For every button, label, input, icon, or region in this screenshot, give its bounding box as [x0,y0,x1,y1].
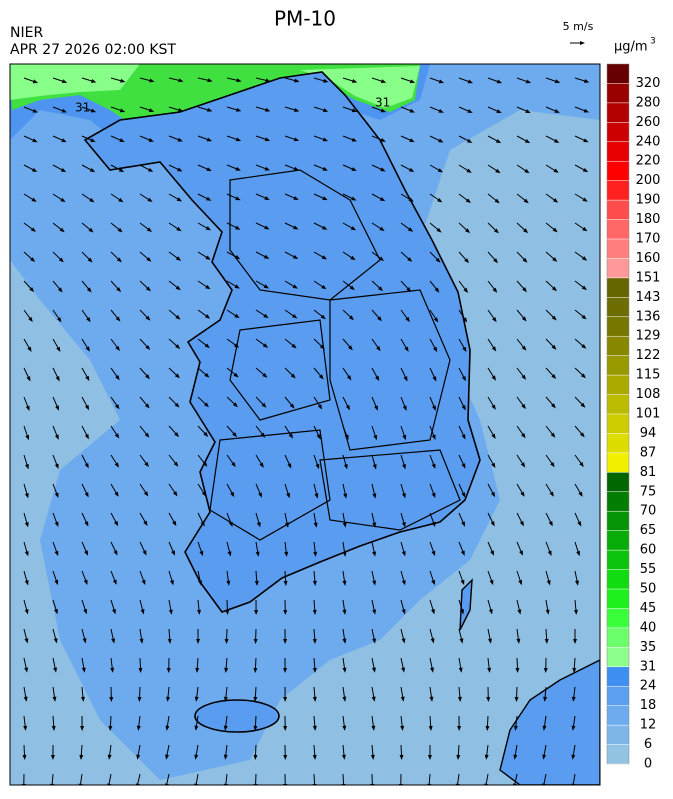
legend-label: 40 [640,620,657,635]
legend-swatch [607,647,629,666]
legend-label: 50 [640,582,657,597]
legend-swatch [607,492,629,511]
wind-arrowhead [107,783,111,788]
contour-label: 31 [375,96,390,110]
legend-label: 87 [640,445,657,460]
legend-swatch [607,472,629,491]
legend-swatch [607,356,629,375]
legend-swatch [607,258,629,277]
legend-label: 180 [636,212,661,227]
legend-label: 31 [640,659,657,674]
legend-label: 280 [636,95,661,110]
legend-unit: μg/m [614,40,648,55]
legend-label: 60 [640,543,657,558]
legend-swatch [607,200,629,219]
legend: 0 6 12 18 24 31 35 40 45 50 55 60 65 70 75 81 87 94 101 108… [607,64,660,772]
legend-swatch [607,220,629,239]
wind-arrowhead [224,784,228,789]
legend-swatch [607,667,629,686]
legend-swatch [607,122,629,141]
legend-swatch [607,336,629,355]
map: 31 31 [10,64,600,789]
wind-arrowhead [542,783,546,788]
legend-swatch [607,453,629,472]
legend-label: 320 [636,76,661,91]
legend-label: 55 [640,562,657,577]
legend-label: 75 [640,484,657,499]
legend-label: 129 [636,329,661,344]
legend-swatch [607,511,629,530]
legend-swatch [607,83,629,102]
legend-swatch [607,64,629,83]
jeju-island [195,700,279,732]
wind-scale-arrowhead [580,41,585,45]
legend-unit-superscript: 3 [650,37,656,47]
legend-label: 143 [636,290,661,305]
legend-label: 122 [636,348,661,363]
legend-label: 70 [640,504,657,519]
legend-label: 115 [636,368,661,383]
wind-arrowhead [571,784,575,789]
wind-arrowhead [136,783,140,788]
legend-label: 170 [636,232,661,247]
legend-swatch [607,181,629,200]
wind-arrowhead [165,783,169,788]
legend-swatch [607,375,629,394]
wind-scale-label: 5 m/s [563,20,594,33]
legend-label: 18 [640,698,657,713]
title: PM-10 [274,7,336,31]
legend-swatch [607,317,629,336]
legend-label: 220 [636,154,661,169]
legend-label: 101 [636,407,661,422]
legend-swatch [607,725,629,744]
legend-label: 94 [640,426,657,441]
legend-label: 65 [640,523,657,538]
legend-swatch [607,239,629,258]
legend-swatch [607,589,629,608]
legend-label: 108 [636,387,661,402]
legend-swatch [607,395,629,414]
legend-swatch [607,745,629,764]
legend-label: 160 [636,251,661,266]
legend-swatch [607,142,629,161]
legend-swatch [607,570,629,589]
legend-swatch [607,706,629,725]
wind-arrowhead [456,784,460,789]
legend-swatch [607,278,629,297]
legend-label: 35 [640,640,657,655]
agency: NIER [10,25,43,41]
legend-label: 24 [640,679,657,694]
legend-swatch [607,531,629,550]
wind-arrowhead [79,784,83,789]
legend-swatch [607,433,629,452]
legend-label: 136 [636,309,661,324]
wind-arrowhead [484,783,488,788]
legend-label: 240 [636,134,661,149]
legend-label: 6 [644,737,652,752]
timestamp: APR 27 2026 02:00 KST [10,42,176,58]
legend-swatch [607,628,629,647]
legend-label: 190 [636,193,661,208]
legend-swatch [607,161,629,180]
legend-label: 0 [644,757,652,772]
legend-label: 45 [640,601,657,616]
wind-arrowhead [194,783,198,788]
legend-swatch [607,686,629,705]
legend-label: 151 [636,270,661,285]
legend-label: 260 [636,115,661,130]
legend-label: 200 [636,173,661,188]
contour-label: 31 [75,101,90,115]
wind-arrowhead [513,783,517,788]
legend-label: 12 [640,718,657,733]
legend-swatch [607,550,629,569]
legend-label: 81 [640,465,657,480]
legend-swatch [607,297,629,316]
legend-swatch [607,103,629,122]
legend-swatch [607,608,629,627]
legend-swatch [607,414,629,433]
